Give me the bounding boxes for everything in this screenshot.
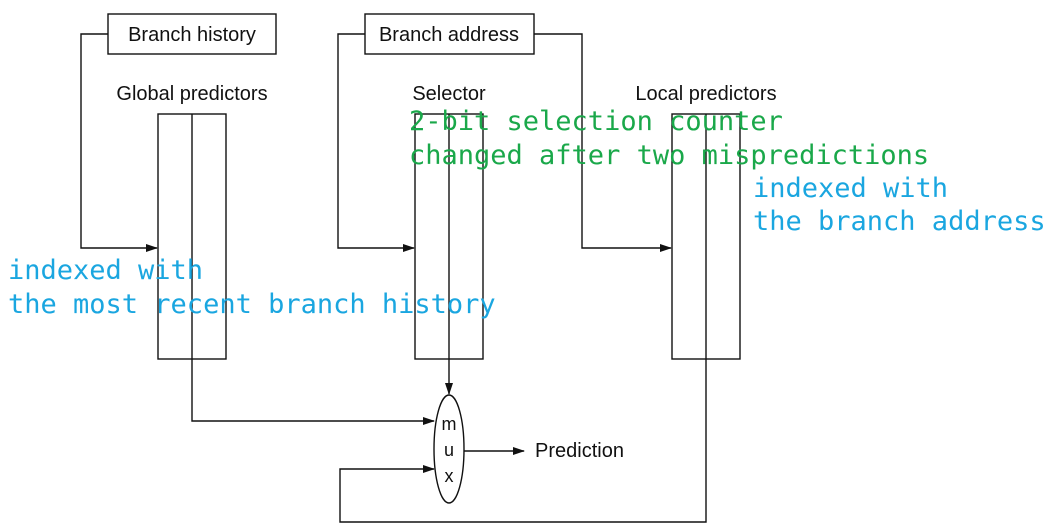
mux-letter-m: m — [442, 414, 457, 434]
address-to-selector-arrow — [337, 33, 415, 252]
local-annotation-line-2: the branch address — [753, 206, 1046, 237]
local-annotation: indexed with the branch address — [753, 173, 1046, 237]
history-to-global-arrow — [80, 33, 158, 252]
global-annotation-line-2: the most recent branch history — [8, 289, 496, 320]
address-to-local-arrow — [534, 33, 672, 252]
global-predictors-label: Global predictors — [116, 83, 267, 105]
mux: m u x — [433, 394, 465, 504]
mux-letter-u: u — [444, 440, 454, 460]
global-annotation-line-1: indexed with — [8, 255, 203, 286]
prediction-label: Prediction — [535, 440, 624, 462]
branch-history-label: Branch history — [128, 24, 256, 46]
global-annotation: indexed with the most recent branch hist… — [8, 255, 496, 320]
global-to-mux-arrow — [191, 359, 435, 425]
branch-address-box: Branch address — [364, 13, 535, 55]
selector-label: Selector — [412, 83, 486, 105]
local-predictors-label: Local predictors — [635, 83, 776, 105]
mux-letter-x: x — [445, 466, 454, 486]
local-to-mux-arrow — [339, 359, 707, 523]
local-annotation-line-1: indexed with — [753, 173, 948, 204]
branch-history-box: Branch history — [107, 13, 277, 55]
branch-address-label: Branch address — [379, 24, 519, 46]
selector-annotation-line-2: changed after two mispredictions — [409, 140, 929, 171]
selector-annotation-line-1: 2-bit selection counter — [409, 106, 783, 137]
selector-annotation: 2-bit selection counter changed after tw… — [409, 106, 929, 171]
